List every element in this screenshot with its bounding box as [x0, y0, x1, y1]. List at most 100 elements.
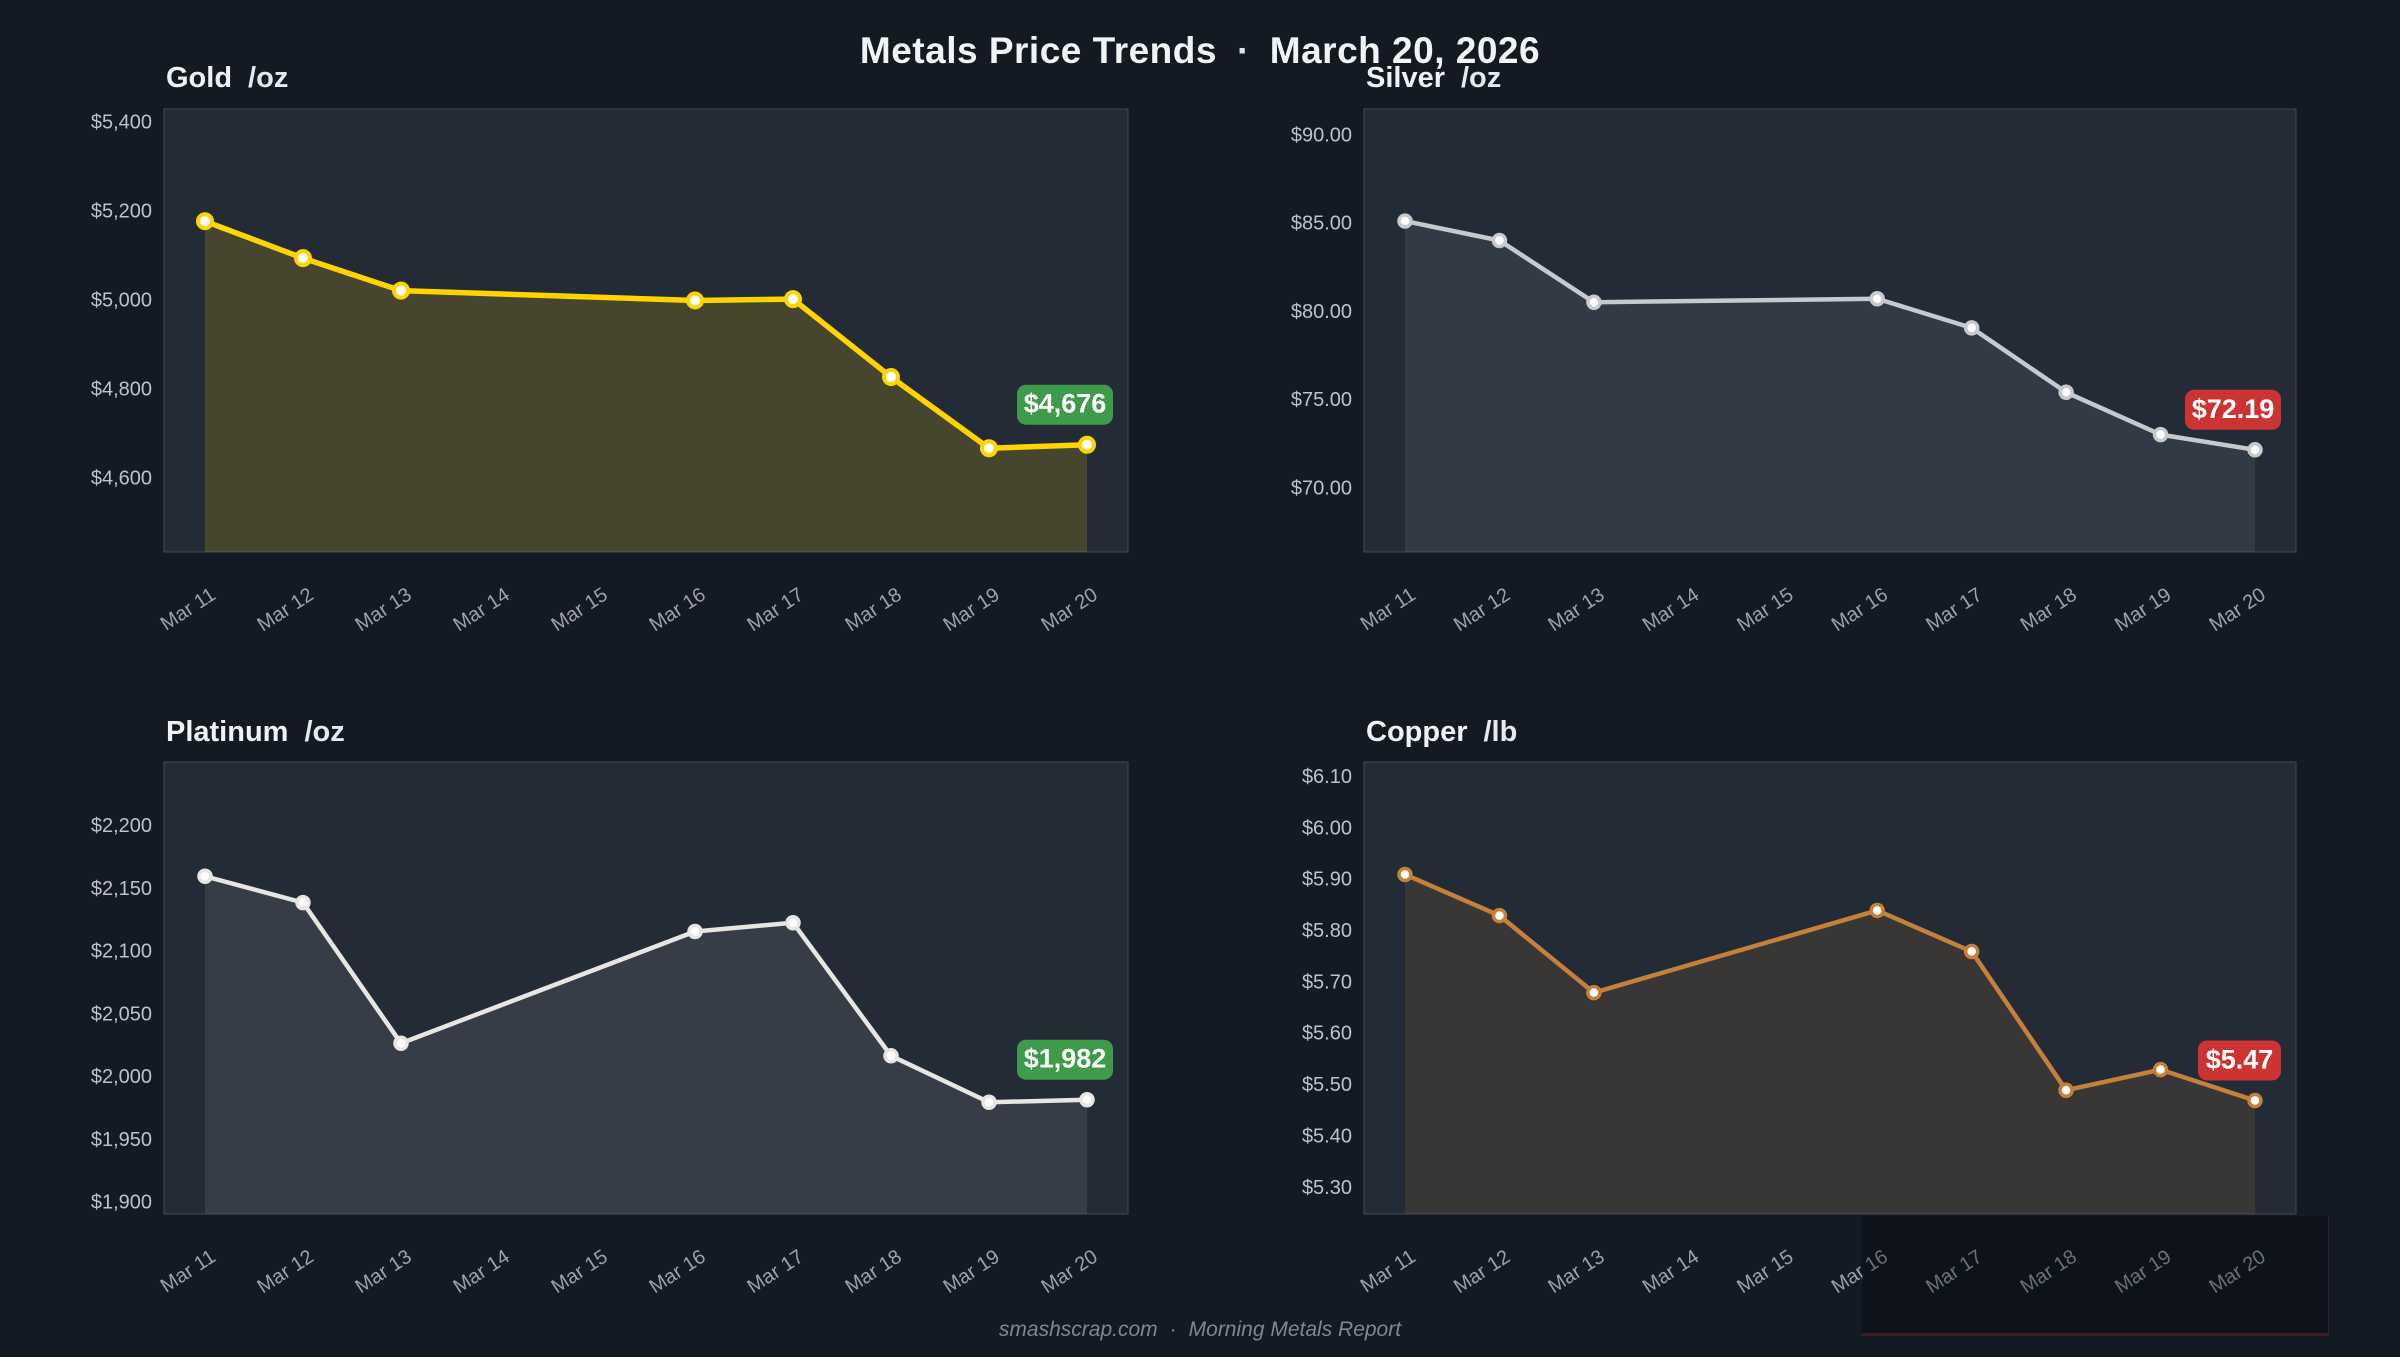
platinum-price-line	[202, 874, 1090, 1105]
gold-x-tick-label: Mar 16	[646, 584, 710, 636]
gold-y-tick-label: $4,800	[91, 378, 152, 400]
platinum-metal-name: Platinum	[166, 716, 289, 748]
copper-x-tick-label: Mar 15	[1733, 1246, 1797, 1298]
copper-data-point-mar-20	[2247, 1092, 2263, 1109]
gold-x-tick-label: Mar 17	[744, 584, 808, 636]
platinum-data-point-mar-12	[295, 894, 311, 911]
silver-data-point-mar-16	[1869, 290, 1885, 307]
platinum-area-fill	[205, 876, 1087, 1214]
silver-y-tick-label: $85.00	[1291, 213, 1352, 235]
copper-y-tick-label: $5.70	[1302, 971, 1352, 993]
silver-data-point-mar-18	[2058, 384, 2074, 401]
platinum-x-tick-label: Mar 11	[157, 1246, 220, 1298]
platinum-data-point-mar-20	[1079, 1091, 1095, 1108]
copper-x-tick-label: Mar 11	[1357, 1246, 1420, 1298]
gold-price-badge-value: $4,676	[1024, 389, 1107, 419]
silver-price-line	[1402, 218, 2258, 453]
platinum-x-tick-label: Mar 17	[744, 1246, 808, 1298]
gold-data-point-mar-13	[392, 281, 410, 300]
copper-y-tick-label: $5.90	[1302, 869, 1352, 891]
gold-data-point-mar-19	[980, 439, 998, 458]
copper-plot-area	[1363, 761, 2297, 1215]
gold-chart-title: Gold/oz	[166, 62, 288, 95]
copper-data-point-mar-11	[1397, 866, 1413, 883]
footer-site: smashscrap.com	[998, 1318, 1158, 1341]
gold-price-badge	[1017, 384, 1113, 425]
silver-unit-label: /oz	[1461, 62, 1502, 94]
gold-data-point-mar-16	[686, 291, 704, 310]
copper-price-badge	[2198, 1040, 2281, 1081]
silver-data-point-mar-11	[1397, 213, 1413, 229]
platinum-x-tick-label: Mar 13	[352, 1246, 416, 1298]
platinum-data-point-mar-16	[687, 923, 703, 940]
copper-y-tick-label: $6.10	[1302, 766, 1352, 788]
gold-y-tick-label: $4,600	[91, 468, 152, 490]
gold-data-point-mar-20	[1078, 435, 1096, 454]
gold-x-tick-label: Mar 13	[352, 584, 416, 636]
footer-separator: ·	[1169, 1318, 1177, 1341]
silver-price-badge	[2185, 389, 2281, 430]
gold-x-tick-label: Mar 18	[842, 584, 906, 636]
copper-y-tick-label: $5.60	[1302, 1023, 1352, 1045]
report-header: Metals Price Trends · March 20, 2026	[0, 30, 2400, 72]
copper-y-tick-label: $5.50	[1302, 1074, 1352, 1096]
copper-chart-canvas: $6.10 $6.00 $5.90 $5.80 $5.70 $5.60 $5.50 $5.40…	[1302, 761, 2297, 1298]
gold-x-tick-label: Mar 20	[1038, 584, 1102, 636]
gold-metal-name: Gold	[166, 62, 233, 94]
copper-chart: Copper/lb $6.10 $6.00 $5.90 $5.80 $5.70 $5.60…	[1200, 712, 2400, 1357]
platinum-x-tick-label: Mar 14	[450, 1246, 514, 1298]
silver-data-point-mar-12	[1491, 232, 1508, 249]
gold-data-point-mar-12	[294, 249, 312, 268]
platinum-data-point-mar-11	[197, 868, 213, 885]
silver-data-point-mar-20	[2247, 442, 2263, 458]
silver-y-tick-label: $90.00	[1291, 124, 1352, 146]
copper-data-point-mar-16	[1869, 902, 1885, 919]
report-footer: smashscrap.com · Morning Metals Report	[0, 1318, 2400, 1342]
silver-chart-canvas: $90.00 $85.00 $80.00 $75.00 $70.00 Mar 11 Mar …	[1291, 108, 2297, 636]
copper-area-fill	[1405, 874, 2255, 1214]
gold-plot-area	[163, 108, 1129, 553]
silver-data-point-mar-17	[1963, 320, 1980, 336]
gold-chart: Gold/oz $5,400 $5,200 $5,000 $4,800 $4,600 Ma…	[0, 60, 1200, 705]
copper-data-point-mar-19	[2152, 1061, 2169, 1078]
copper-price-badge-value: $5.47	[2206, 1044, 2274, 1074]
silver-data-point-mar-13	[1586, 294, 1602, 311]
platinum-y-tick-label: $1,950	[91, 1129, 152, 1151]
platinum-data-point-mar-17	[785, 914, 801, 931]
gold-x-tick-label: Mar 11	[157, 584, 220, 636]
gold-x-tick-label: Mar 12	[254, 584, 318, 636]
copper-chart-title: Copper/lb	[1366, 716, 1517, 749]
silver-x-tick-label: Mar 12	[1450, 584, 1514, 636]
platinum-x-tick-label: Mar 19	[940, 1246, 1004, 1298]
silver-x-tick-label: Mar 14	[1639, 584, 1703, 636]
silver-chart-title: Silver/oz	[1366, 62, 1501, 95]
platinum-y-tick-label: $2,200	[91, 815, 152, 837]
silver-y-tick-label: $75.00	[1291, 389, 1352, 411]
platinum-data-point-mar-19	[981, 1094, 997, 1111]
silver-x-tick-label: Mar 11	[1357, 584, 1420, 636]
copper-data-point-mar-17	[1963, 943, 1980, 960]
footer-label: Morning Metals Report	[1188, 1318, 1402, 1341]
copper-y-tick-label: $6.00	[1302, 817, 1352, 839]
copper-y-tick-label: $5.30	[1302, 1177, 1352, 1199]
gold-area-fill	[205, 221, 1087, 552]
silver-plot-area	[1363, 108, 2297, 553]
gold-data-point-mar-11	[196, 212, 214, 231]
platinum-x-tick-label: Mar 12	[254, 1246, 318, 1298]
gold-y-tick-label: $5,000	[91, 289, 152, 311]
copper-y-tick-label: $5.40	[1302, 1125, 1352, 1147]
platinum-data-point-mar-13	[393, 1035, 409, 1051]
platinum-x-tick-label: Mar 18	[842, 1246, 906, 1298]
copper-x-tick-label: Mar 13	[1544, 1246, 1608, 1298]
copper-metal-name: Copper	[1366, 716, 1468, 748]
gold-unit-label: /oz	[248, 62, 289, 94]
gold-price-line	[202, 218, 1090, 452]
silver-data-point-mar-19	[2152, 426, 2169, 443]
silver-x-tick-label: Mar 18	[2017, 584, 2081, 636]
silver-x-tick-label: Mar 13	[1544, 584, 1608, 636]
report-title: Metals Price Trends	[859, 30, 1217, 71]
title-separator: ·	[1236, 30, 1250, 71]
copper-y-tick-label: $5.80	[1302, 920, 1352, 942]
watermark-overlay	[1862, 1216, 2329, 1336]
gold-x-tick-label: Mar 14	[450, 584, 514, 636]
